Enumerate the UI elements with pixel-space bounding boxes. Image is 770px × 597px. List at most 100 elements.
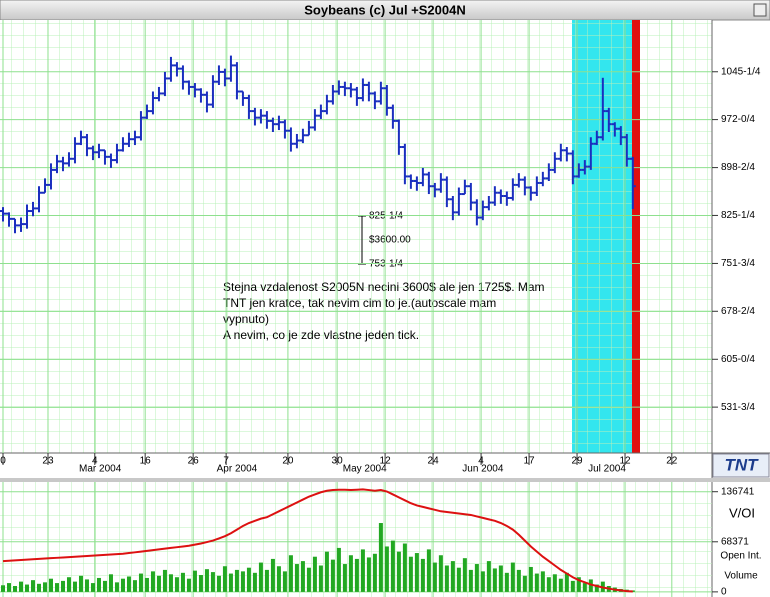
volume-bar: [240, 571, 245, 592]
volume-bar: [396, 551, 401, 592]
volume-bar: [12, 586, 17, 592]
legend-entry: Open Int.: [720, 551, 761, 562]
x-tick-label: 30: [332, 456, 344, 467]
volume-bar: [384, 546, 389, 592]
x-tick-label: 16: [140, 456, 152, 467]
volume-bar: [492, 568, 497, 592]
volume-bar: [576, 577, 581, 592]
note-line: A nevim, co je zde vlastne jeden tick.: [223, 328, 419, 342]
volume-bar: [162, 569, 167, 592]
y-tick-label: 751-3/4: [721, 258, 755, 269]
month-label: Mar 2004: [79, 464, 122, 475]
volume-bar: [42, 582, 47, 592]
volume-bar: [48, 578, 53, 592]
volume-bar: [432, 562, 437, 592]
volume-bar: [516, 569, 521, 592]
volume-bar: [6, 583, 11, 592]
y-tick-label: 1045-1/4: [721, 66, 761, 77]
note-line: TNT jen kratce, tak nevim cim to je.(aut…: [223, 296, 496, 310]
volume-bar: [342, 564, 347, 592]
volume-bar: [534, 573, 539, 592]
volume-bar: [288, 555, 293, 592]
volume-bar: [258, 562, 263, 592]
legend-entry: Volume: [724, 571, 758, 582]
volume-bar: [582, 583, 587, 592]
volume-bar: [408, 556, 413, 592]
volume-bar: [378, 523, 383, 592]
volume-bar: [36, 583, 41, 592]
volume-bar: [210, 572, 215, 592]
volume-bar: [84, 579, 89, 592]
volume-bar: [552, 574, 557, 592]
volume-bar: [108, 574, 113, 592]
current-marker: [632, 20, 640, 453]
volume-bar: [186, 578, 191, 592]
volume-bar: [324, 551, 329, 592]
volume-bar: [438, 555, 443, 592]
volume-bar: [348, 555, 353, 592]
volume-bar: [60, 580, 65, 592]
volume-bar: [96, 577, 101, 592]
volume-bar: [282, 571, 287, 592]
volume-bar: [192, 570, 197, 592]
volume-bar: [540, 571, 545, 592]
volume-bar: [114, 582, 119, 592]
volume-bar: [18, 581, 23, 592]
x-tick-label: 23: [42, 456, 54, 467]
x-tick-label: 29: [571, 456, 583, 467]
volume-bar: [504, 572, 509, 592]
volume-bar: [594, 584, 599, 592]
volume-bar: [204, 569, 209, 592]
volume-bar: [234, 569, 239, 592]
volume-bar: [420, 558, 425, 592]
volume-bar: [480, 571, 485, 592]
volume-bar: [372, 553, 377, 592]
volume-bar: [300, 561, 305, 592]
volume-bar: [312, 556, 317, 592]
y-tick-label: 531-3/4: [721, 402, 755, 413]
volume-bar: [264, 569, 269, 592]
volume-bar: [66, 577, 71, 592]
volume-bar: [486, 561, 491, 592]
panel-title: V/OI: [729, 505, 755, 520]
volume-bar: [228, 573, 233, 592]
volume-bar: [0, 585, 5, 592]
volume-bar: [216, 575, 221, 592]
window-button[interactable]: [753, 3, 767, 17]
volume-bar: [174, 577, 179, 592]
volume-bar: [54, 583, 59, 592]
volume-bar: [78, 575, 83, 592]
volume-bar: [510, 562, 515, 592]
volume-bar: [120, 578, 125, 592]
bracket-label: 825-1/4: [369, 211, 403, 222]
month-label: Jun 2004: [462, 464, 504, 475]
volume-bar: [462, 558, 467, 592]
y-tick-label: 605-0/4: [721, 354, 755, 365]
volume-bar: [450, 561, 455, 592]
volume-bar: [564, 572, 569, 592]
volume-bar: [198, 575, 203, 592]
note-line: Stejna vzdalenost S2005N necini 3600$ al…: [223, 280, 545, 294]
logo-box: [712, 453, 770, 478]
volume-bar: [252, 572, 257, 592]
y-tick-label: 0: [721, 587, 727, 597]
volume-bar: [456, 567, 461, 592]
month-label: May 2004: [343, 464, 387, 475]
minor-grid: [0, 20, 712, 453]
x-tick-label: 24: [428, 456, 440, 467]
x-tick-label: 4: [478, 456, 484, 467]
volume-bar: [138, 573, 143, 592]
open-interest-line: [2, 488, 633, 593]
volume-bar: [150, 571, 155, 592]
volume-bar: [318, 565, 323, 592]
volume-bar: [24, 584, 29, 592]
volume-bar: [444, 565, 449, 592]
volume-bar: [588, 579, 593, 592]
volume-bar: [426, 549, 431, 592]
volume-bar: [474, 564, 479, 592]
x-tick-label: 20: [282, 456, 294, 467]
volume-bar: [72, 581, 77, 592]
volume-bar: [132, 580, 137, 592]
x-tick-label: 22: [666, 456, 678, 467]
month-label: Apr 2004: [217, 464, 258, 475]
